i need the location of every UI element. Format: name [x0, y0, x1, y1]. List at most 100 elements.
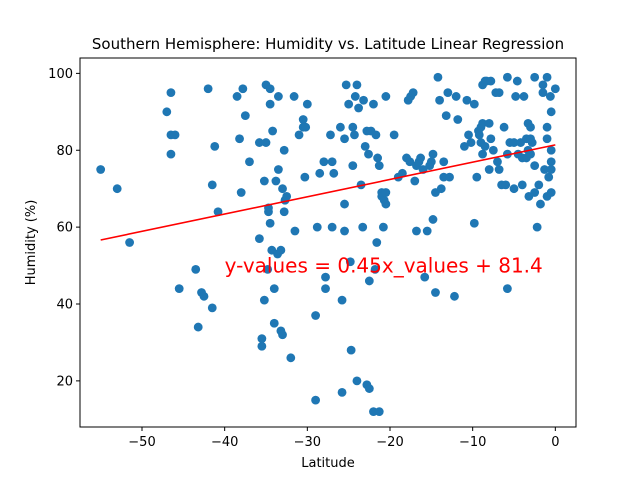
- data-point: [315, 168, 325, 178]
- data-point: [517, 180, 527, 190]
- data-point: [125, 238, 134, 247]
- data-point: [268, 126, 278, 136]
- data-point: [538, 80, 548, 90]
- data-point: [329, 168, 339, 178]
- data-point: [530, 72, 540, 82]
- data-point: [298, 115, 308, 124]
- data-point: [484, 118, 494, 128]
- data-point: [460, 142, 469, 151]
- data-point: [428, 149, 438, 159]
- data-point: [279, 207, 289, 217]
- data-point: [398, 168, 407, 178]
- data-point: [340, 199, 349, 209]
- data-point: [265, 99, 275, 109]
- x-tick-label: −30: [294, 435, 321, 450]
- data-point: [378, 222, 388, 232]
- data-point: [350, 130, 359, 140]
- data-point: [550, 84, 560, 94]
- data-point: [340, 134, 349, 144]
- data-point: [166, 88, 176, 97]
- data-point: [321, 272, 330, 282]
- data-point: [464, 130, 473, 140]
- y-axis-title: Humidity (%): [24, 200, 39, 286]
- data-point: [486, 76, 496, 86]
- data-point: [364, 384, 374, 393]
- data-point: [389, 130, 399, 140]
- data-point: [274, 165, 283, 174]
- data-point: [301, 122, 311, 132]
- data-point: [445, 172, 454, 182]
- data-point: [359, 95, 368, 105]
- data-point: [540, 165, 549, 174]
- data-point: [542, 134, 552, 144]
- data-point: [213, 207, 223, 217]
- data-point: [428, 215, 438, 224]
- data-point: [426, 157, 436, 167]
- data-point: [348, 161, 358, 171]
- data-point: [372, 238, 382, 247]
- data-point: [289, 92, 299, 101]
- data-point: [240, 111, 250, 121]
- data-point: [488, 145, 498, 155]
- y-tick-label: 60: [56, 221, 73, 236]
- data-point: [170, 130, 180, 140]
- data-point: [350, 92, 360, 101]
- data-point: [374, 161, 384, 171]
- data-point: [369, 99, 378, 109]
- data-point: [433, 72, 443, 82]
- data-point: [358, 222, 368, 232]
- data-point: [502, 284, 512, 294]
- data-point: [370, 265, 380, 274]
- data-point: [232, 92, 242, 101]
- data-point: [364, 276, 374, 286]
- data-point: [326, 130, 335, 140]
- data-point: [512, 76, 522, 86]
- data-point: [352, 376, 362, 386]
- data-point: [263, 265, 273, 274]
- data-point: [501, 180, 511, 190]
- data-point: [546, 157, 556, 167]
- data-point: [352, 80, 362, 90]
- data-point: [443, 88, 453, 97]
- data-point: [278, 330, 287, 340]
- data-point: [341, 80, 351, 90]
- data-point: [336, 122, 345, 132]
- data-point: [321, 284, 330, 294]
- data-point: [502, 72, 512, 82]
- data-point: [412, 226, 421, 236]
- data-point: [420, 272, 430, 282]
- data-point: [450, 291, 459, 301]
- data-point: [441, 111, 451, 121]
- data-point: [286, 353, 296, 363]
- data-point: [364, 149, 373, 159]
- x-tick-label: −20: [376, 435, 403, 450]
- data-point: [527, 138, 537, 147]
- data-point: [245, 157, 254, 167]
- data-point: [431, 288, 440, 297]
- data-point: [236, 188, 246, 197]
- data-point: [340, 226, 349, 236]
- data-point: [408, 88, 418, 97]
- data-point: [265, 84, 275, 94]
- data-point: [373, 153, 382, 163]
- data-point: [235, 134, 244, 144]
- data-point: [191, 265, 201, 274]
- y-tick-label: 100: [48, 67, 73, 82]
- data-points: [96, 72, 560, 417]
- regression-equation: y-values = 0.45x_values + 81.4: [225, 254, 543, 278]
- data-point: [509, 138, 519, 147]
- data-point: [422, 226, 432, 236]
- data-point: [279, 145, 289, 155]
- chart-title: Southern Hemisphere: Humidity vs. Latitu…: [92, 35, 564, 53]
- data-point: [478, 149, 487, 159]
- data-point: [294, 130, 304, 140]
- data-point: [327, 157, 337, 167]
- data-point: [346, 345, 356, 355]
- data-point: [193, 322, 203, 332]
- data-point: [327, 222, 337, 232]
- data-point: [311, 311, 320, 320]
- data-point: [509, 184, 519, 194]
- data-point: [337, 295, 347, 305]
- data-point: [344, 99, 354, 109]
- data-point: [337, 388, 347, 397]
